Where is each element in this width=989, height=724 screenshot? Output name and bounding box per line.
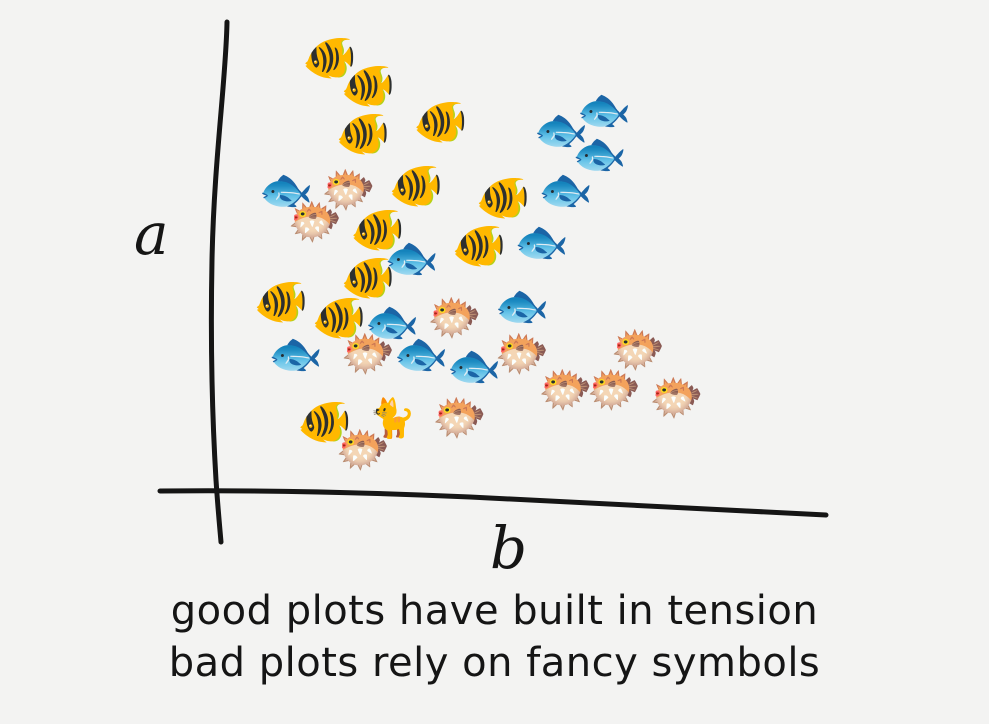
blowfish-marker: 🐡	[321, 165, 376, 216]
tropical-fish-marker: 🐠	[312, 293, 367, 344]
fish-marker: 🐟	[572, 129, 627, 180]
fish-marker: 🐟	[268, 329, 323, 380]
fish-marker: 🐟	[365, 297, 420, 348]
blowfish-marker: 🐡	[538, 365, 593, 416]
tropical-fish-marker: 🐠	[476, 173, 531, 224]
tropical-fish-marker: 🐠	[413, 97, 468, 148]
tropical-fish-marker: 🐠	[254, 277, 309, 328]
y-axis-line	[208, 19, 230, 545]
x-axis-line	[157, 488, 829, 518]
tropical-fish-marker: 🐠	[389, 161, 444, 212]
blowfish-marker: 🐡	[495, 329, 550, 380]
scatter-plot: a b 🐠🐠🐠 🐠🐠🐠🐠🐠🐠🐠 🐠🐠🐟🐟🐟🐟🐟🐟🐟🐟🐟🐟 🐟🐟🐡🐡🐡🐡 🐡 🐡🐡🐡 🐡🐡🐡🐈	[134, 19, 829, 582]
fish-marker: 🐟	[514, 217, 569, 268]
fish-marker: 🐟	[394, 329, 449, 380]
fish-marker: 🐟	[384, 233, 439, 284]
tropical-fish-marker: 🐠	[341, 253, 396, 304]
blowfish-marker: 🐡	[288, 197, 343, 248]
tropical-fish-marker: 🐠	[452, 221, 507, 272]
cat-marker: 🐈	[368, 396, 415, 440]
y-axis-label: a	[134, 200, 169, 268]
blowfish-marker: 🐡	[649, 373, 704, 424]
blowfish-marker: 🐡	[611, 325, 666, 376]
blowfish-marker: 🐡	[432, 393, 487, 444]
caption-line-1: good plots have built in tension	[170, 588, 819, 634]
tropical-fish-marker: 🐠	[341, 61, 396, 112]
scatter-marks: 🐠🐠🐠 🐠🐠🐠🐠🐠🐠🐠 🐠🐠🐟🐟🐟🐟🐟🐟🐟🐟🐟🐟 🐟🐟🐡🐡🐡🐡 🐡 🐡🐡🐡 🐡🐡🐡🐈	[254, 33, 704, 476]
blowfish-marker: 🐡	[336, 425, 391, 476]
fish-marker: 🐟	[533, 105, 588, 156]
tropical-fish-marker: 🐠	[336, 109, 391, 160]
fish-marker: 🐟	[538, 165, 593, 216]
fish-marker: 🐟	[447, 341, 502, 392]
fish-marker: 🐟	[577, 85, 632, 136]
x-axis-label: b	[490, 514, 527, 582]
tropical-fish-marker: 🐠	[297, 397, 352, 448]
tropical-fish-marker: 🐠	[302, 33, 357, 84]
blowfish-marker: 🐡	[341, 329, 396, 380]
blowfish-marker: 🐡	[586, 365, 641, 416]
fish-marker: 🐟	[495, 281, 550, 332]
tropical-fish-marker: 🐠	[350, 205, 405, 256]
blowfish-marker: 🐡	[427, 293, 482, 344]
caption-line-2: bad plots rely on fancy symbols	[168, 640, 821, 686]
fish-marker: 🐟	[259, 165, 314, 216]
